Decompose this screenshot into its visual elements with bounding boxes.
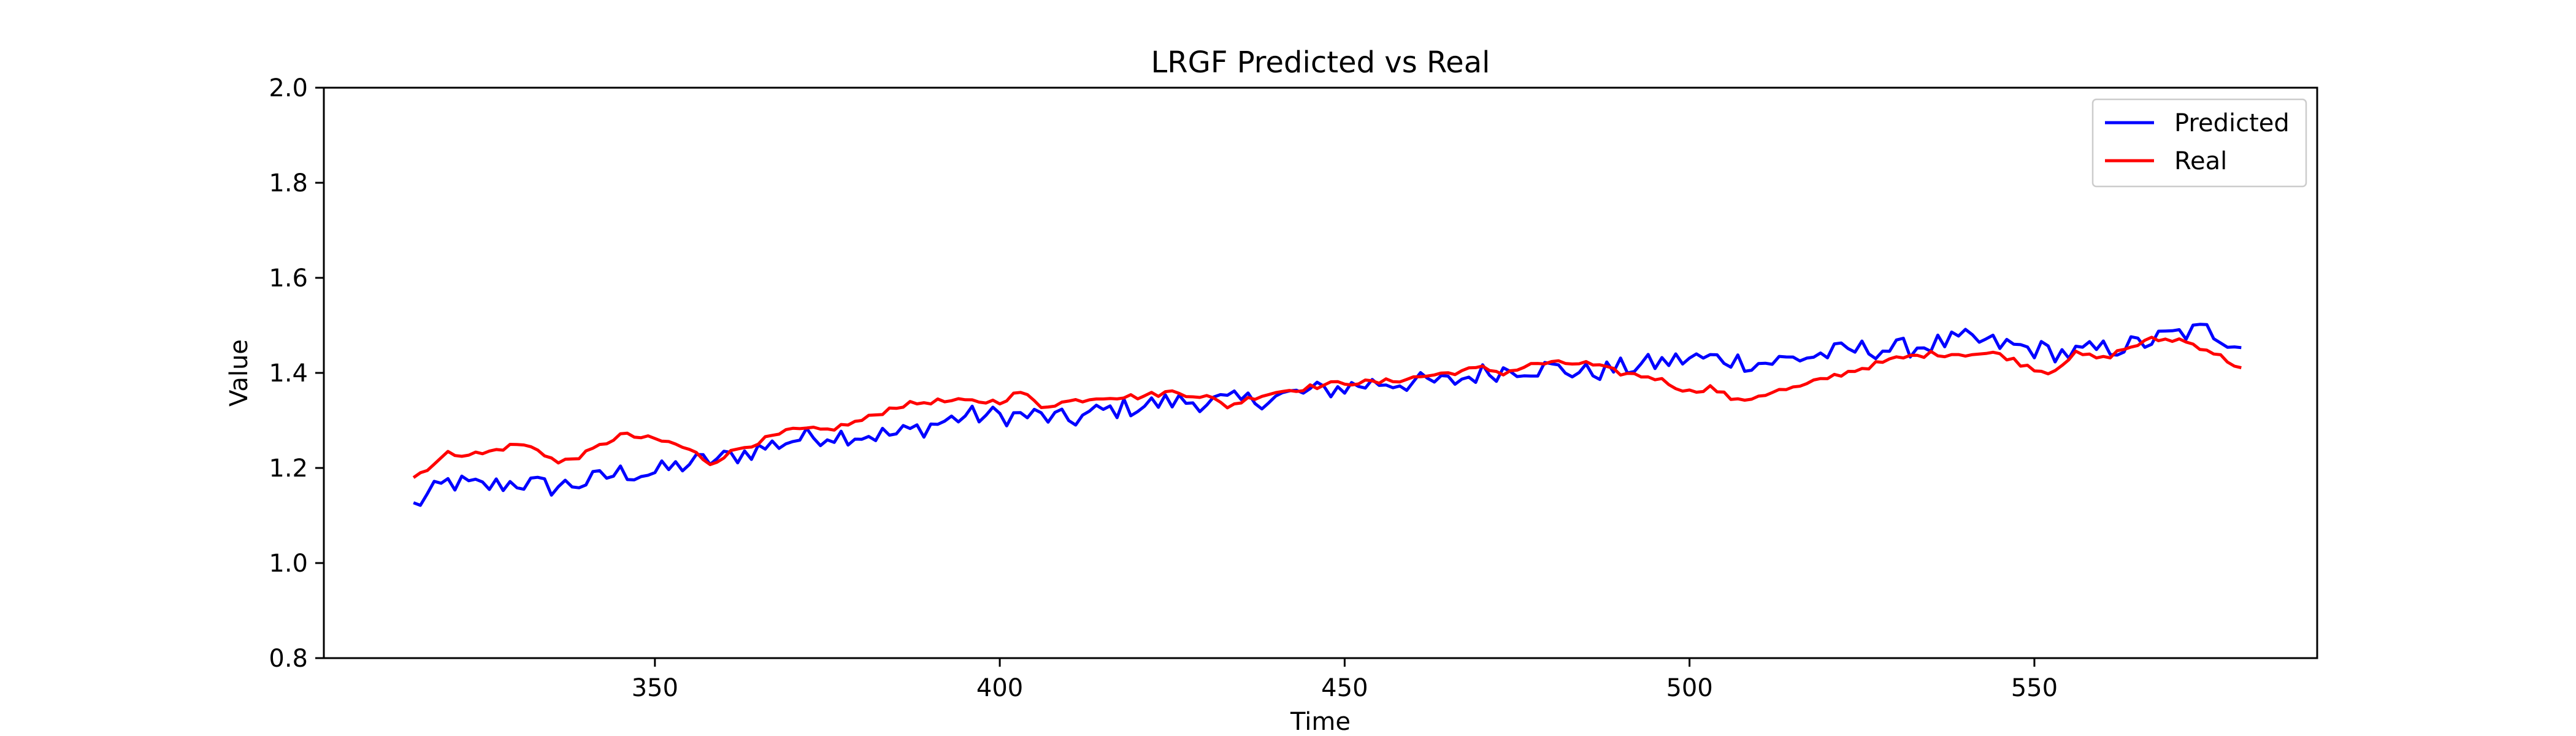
series-line-real	[412, 335, 2242, 479]
x-axis-label: Time	[1290, 708, 1351, 736]
y-axis-label: Value	[225, 339, 253, 407]
y-tick-label: 1.4	[269, 359, 308, 388]
x-tick-label: 400	[976, 674, 1023, 702]
x-tick-label: 550	[2011, 674, 2058, 702]
plot-frame	[323, 86, 2318, 659]
legend-label-real: Real	[2174, 147, 2227, 175]
axis-ticks: 350 400 450 500 550 0.8 1.0 1.2 1.4 1.6 1.8 2.0	[269, 74, 2058, 702]
legend: Predicted Real	[2091, 98, 2307, 188]
x-tick-label: 500	[1666, 674, 1712, 702]
y-tick-label: 1.8	[269, 169, 308, 197]
series-layer	[412, 323, 2242, 507]
x-tick-label: 450	[1321, 674, 1368, 702]
y-tick-label: 2.0	[269, 74, 308, 102]
y-tick-label: 0.8	[269, 645, 308, 673]
y-tick-label: 1.2	[269, 454, 308, 483]
y-tick-label: 1.6	[269, 264, 308, 293]
series-line-predicted	[413, 323, 2242, 507]
legend-label-predicted: Predicted	[2174, 109, 2290, 137]
x-tick-label: 350	[632, 674, 678, 702]
y-tick-label: 1.0	[269, 550, 308, 578]
chart-title: LRGF Predicted vs Real	[1151, 45, 1490, 80]
